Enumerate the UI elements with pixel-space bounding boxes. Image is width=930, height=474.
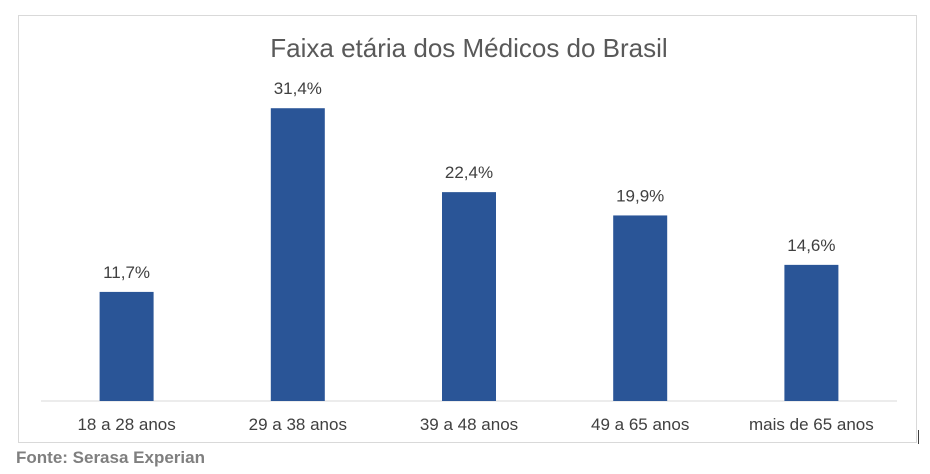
x-tick-labels-group: 18 a 28 anos 29 a 38 anos 39 a 48 anos 49 a… [77, 415, 873, 434]
data-label-2: 31,4% [274, 79, 322, 98]
x-tick-label-1: 18 a 28 anos [77, 415, 175, 434]
x-tick-label-5: mais de 65 anos [749, 415, 874, 434]
x-tick-label-2: 29 a 38 anos [249, 415, 347, 434]
bar-1 [99, 291, 154, 401]
bars-group [99, 108, 839, 401]
data-labels-group: 11,7% 31,4% 22,4% 19,9% 14,6% [103, 79, 835, 282]
bar-3 [442, 192, 496, 401]
x-tick-label-4: 49 a 65 anos [591, 415, 689, 434]
bar-4 [613, 215, 668, 401]
bar-2 [270, 108, 325, 401]
frame-notch [918, 430, 919, 444]
data-label-4: 19,9% [616, 186, 664, 205]
x-tick-label-3: 39 a 48 anos [420, 415, 518, 434]
chart-title: Faixa etária dos Médicos do Brasil [270, 33, 667, 63]
data-label-1: 11,7% [103, 263, 150, 282]
bar-5 [784, 264, 839, 401]
bar-chart: Faixa etária dos Médicos do Brasil 11,7%… [41, 33, 897, 434]
chart-frame: Faixa etária dos Médicos do Brasil 11,7%… [18, 15, 917, 443]
source-note: Fonte: Serasa Experian [16, 448, 205, 467]
data-label-5: 14,6% [787, 236, 835, 255]
data-label-3: 22,4% [445, 163, 493, 182]
